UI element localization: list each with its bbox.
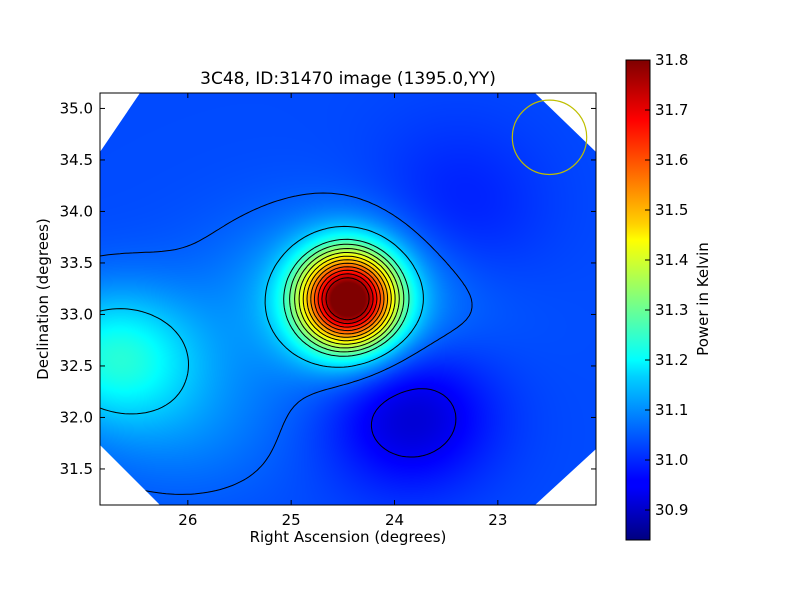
y-tick-label-5: 34.0 bbox=[60, 202, 93, 220]
beam-circle bbox=[511, 99, 588, 176]
y-tick-label-7: 35.0 bbox=[60, 99, 93, 117]
x-tick-label-2: 24 bbox=[385, 511, 404, 529]
y-tick-label-1: 32.0 bbox=[60, 408, 93, 426]
y-tick-label-3: 33.0 bbox=[60, 305, 93, 323]
y-tick-label-6: 34.5 bbox=[60, 151, 93, 169]
contour-line-4 bbox=[289, 243, 405, 353]
contour-line-8 bbox=[306, 259, 389, 338]
y-tick-label-2: 32.5 bbox=[60, 357, 93, 375]
contour-line-10 bbox=[313, 266, 381, 332]
colorbar-tick-label-4: 31.3 bbox=[655, 301, 688, 319]
plot-frame bbox=[99, 92, 597, 506]
x-axis-label: Right Ascension (degrees) bbox=[250, 528, 447, 546]
contour-line-9 bbox=[310, 262, 385, 335]
colorbar bbox=[625, 59, 651, 541]
heatmap-image bbox=[100, 93, 596, 505]
y-axis-label: Declination (degrees) bbox=[34, 218, 52, 380]
colorbar-ticks: 30.9 31.0 31.1 31.2 31.3 31.4 31.5 31.6 31.7 31.8 bbox=[645, 51, 688, 519]
chart-title: 3C48, ID:31470 image (1395.0,YY) bbox=[200, 69, 496, 89]
colorbar-tick-label-2: 31.1 bbox=[655, 401, 688, 419]
contour-lines bbox=[100, 192, 473, 495]
contour-line-3 bbox=[283, 238, 410, 357]
contour-line-11 bbox=[317, 269, 378, 328]
x-tick-label-0: 26 bbox=[178, 511, 197, 529]
contour-line-12 bbox=[321, 273, 374, 325]
contour-line-5 bbox=[294, 248, 400, 349]
contour-line-0 bbox=[370, 388, 457, 458]
y-axis: 31.5 32.0 32.5 33.0 33.5 34.0 34.5 35.0 bbox=[60, 99, 596, 478]
contour-line-2 bbox=[100, 225, 424, 415]
y-tick-label-4: 33.5 bbox=[60, 254, 93, 272]
colorbar-tick-label-9: 31.8 bbox=[655, 51, 688, 69]
y-tick-label-0: 31.5 bbox=[60, 460, 93, 478]
contour-line-13 bbox=[325, 277, 370, 321]
colorbar-tick-label-5: 31.4 bbox=[655, 251, 688, 269]
colorbar-tick-label-3: 31.2 bbox=[655, 351, 688, 369]
colorbar-tick-label-0: 30.9 bbox=[655, 501, 688, 519]
colorbar-label: Power in Kelvin bbox=[694, 242, 712, 356]
colorbar-tick-label-1: 31.0 bbox=[655, 451, 688, 469]
colorbar-tick-label-6: 31.5 bbox=[655, 201, 688, 219]
contour-line-7 bbox=[302, 255, 392, 342]
x-tick-label-3: 23 bbox=[488, 511, 507, 529]
contour-line-6 bbox=[298, 252, 396, 345]
colorbar-tick-label-8: 31.7 bbox=[655, 101, 688, 119]
x-tick-label-1: 25 bbox=[282, 511, 301, 529]
colorbar-tick-label-7: 31.6 bbox=[655, 151, 688, 169]
x-axis: 26 25 24 23 bbox=[178, 93, 507, 529]
contour-line-1 bbox=[100, 192, 473, 495]
